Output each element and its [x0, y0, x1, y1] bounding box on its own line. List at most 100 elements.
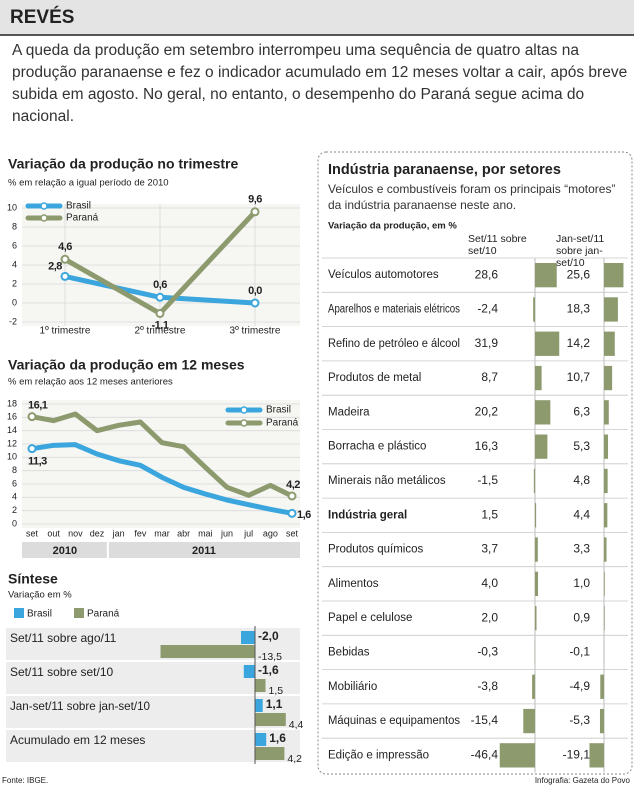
value-label: 0,6 — [153, 279, 167, 291]
x-tick-label: 1º trimestre — [40, 326, 91, 337]
x-tick-label: abr — [177, 528, 190, 538]
bar — [255, 713, 286, 726]
legend-swatch — [14, 608, 24, 618]
y-tick-label: 0 — [12, 297, 17, 307]
value-label: 5,3 — [573, 439, 590, 453]
bar — [604, 503, 608, 528]
point-marker — [287, 491, 297, 501]
value-label: -3,8 — [477, 679, 498, 693]
y-tick-label: 10 — [7, 452, 17, 462]
credit: Infografia: Gazeta do Povo — [535, 776, 631, 785]
value-label: 20,2 — [475, 405, 499, 419]
chart-subtitle: % em relação aos 12 meses anteriores — [8, 377, 173, 388]
bar — [533, 297, 535, 322]
value-label: 25,6 — [567, 267, 591, 281]
year-label: 2011 — [192, 545, 216, 557]
value-label: 4,0 — [481, 576, 498, 590]
category-label: Aparelhos e materiais elétricos — [328, 303, 460, 315]
legend-marker — [40, 214, 48, 222]
value-label: -46,4 — [471, 748, 499, 762]
series-line — [29, 411, 295, 499]
category-label: Borracha e plástico — [328, 441, 426, 453]
value-label: 1,1 — [266, 697, 283, 711]
value-label: 18,3 — [567, 302, 591, 316]
value-label: 28,6 — [475, 267, 499, 281]
bar — [535, 571, 539, 596]
value-label: 9,6 — [248, 194, 262, 206]
value-label: 11,3 — [28, 456, 47, 468]
value-label: 1,0 — [573, 576, 590, 590]
point-marker — [60, 271, 70, 281]
bar — [604, 468, 608, 494]
legend-marker — [240, 406, 248, 414]
y-tick-label: 4 — [12, 259, 17, 269]
value-label: -0,3 — [477, 645, 498, 659]
category-label: Minerais não metálicos — [328, 475, 446, 487]
bar — [600, 674, 604, 699]
point-marker — [287, 508, 297, 518]
x-tick-label: dez — [90, 528, 105, 538]
value-label: -4,9 — [569, 679, 590, 693]
bar — [160, 645, 255, 658]
legend-marker — [240, 419, 248, 427]
point-marker — [155, 308, 165, 318]
bar — [604, 263, 624, 288]
series-line — [29, 442, 295, 516]
value-label: 1,6 — [269, 731, 286, 745]
source: Fonte: IBGE. — [2, 776, 48, 785]
legend-swatch — [74, 608, 84, 618]
value-label: 0,0 — [248, 285, 262, 297]
value-label: 4,2 — [286, 479, 300, 491]
category-label: Madeira — [328, 406, 370, 418]
value-label: -15,4 — [471, 713, 499, 727]
value-label: 8,7 — [481, 370, 498, 384]
x-tick-label: 3º trimestre — [230, 326, 281, 337]
bar — [533, 468, 535, 494]
bar — [535, 331, 560, 356]
bar — [599, 708, 604, 734]
value-label: 2,8 — [48, 260, 62, 272]
y-tick-label: 6 — [12, 240, 17, 250]
bar — [535, 503, 537, 528]
category-label: Set/11 sobre set/10 — [10, 665, 114, 679]
year-label: 2010 — [53, 545, 77, 557]
legend-label: Brasil — [66, 201, 91, 212]
chart-title: Síntese — [8, 571, 58, 587]
point-marker — [60, 254, 70, 264]
y-tick-label: 2 — [12, 505, 17, 515]
y-tick-label: 8 — [12, 465, 17, 475]
x-tick-label: jun — [220, 528, 233, 538]
x-tick-label: out — [47, 528, 60, 538]
category-label: Veículos automotores — [328, 269, 439, 281]
point-marker — [250, 207, 260, 217]
bar — [523, 708, 535, 734]
chart-title: Variação da produção no trimestre — [8, 156, 239, 172]
value-label: -19,1 — [563, 748, 591, 762]
value-label: 2,0 — [481, 610, 498, 624]
unit-label: Variação da produção, em % — [328, 221, 457, 232]
y-tick-label: 16 — [7, 412, 17, 422]
y-tick-label: 8 — [12, 221, 17, 231]
category-label: Indústria geral — [328, 509, 407, 521]
bar — [499, 743, 535, 768]
value-label: 1,6 — [297, 509, 311, 521]
page-title: REVÉS — [10, 6, 74, 28]
intro-text: A queda da produção em setembro interrom… — [12, 42, 628, 125]
y-tick-label: 18 — [7, 398, 17, 408]
value-label: 14,2 — [567, 336, 591, 350]
value-label: -2,0 — [258, 629, 279, 643]
x-tick-label: mai — [198, 528, 213, 538]
year-band — [22, 542, 300, 558]
column-header: Jan-set/11 sobre jan-set/10 — [556, 233, 605, 269]
value-label: -2,4 — [477, 302, 498, 316]
value-label: -1,5 — [477, 473, 498, 487]
y-tick-label: 4 — [12, 492, 17, 502]
value-label: 4,4 — [289, 719, 304, 731]
legend-label: Brasil — [266, 405, 291, 416]
value-label: 1,5 — [481, 507, 498, 521]
value-label: -13,5 — [258, 651, 282, 663]
x-tick-label: fev — [134, 528, 147, 538]
y-tick-label: 6 — [12, 478, 17, 488]
bar — [532, 674, 535, 699]
value-label: -0,1 — [569, 645, 590, 659]
